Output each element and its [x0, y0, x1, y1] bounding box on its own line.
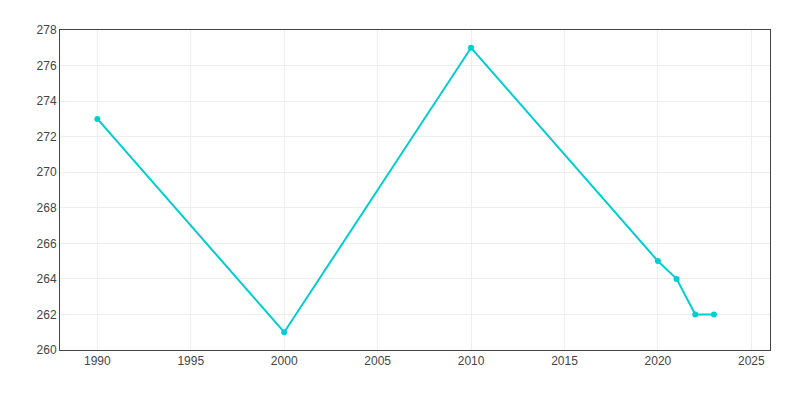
svg-text:2000: 2000 [271, 354, 298, 368]
svg-text:2005: 2005 [364, 354, 391, 368]
svg-text:272: 272 [37, 130, 57, 144]
svg-text:276: 276 [37, 59, 57, 73]
svg-text:270: 270 [37, 165, 57, 179]
svg-text:1990: 1990 [84, 354, 111, 368]
svg-text:2015: 2015 [551, 354, 578, 368]
svg-text:2025: 2025 [738, 354, 765, 368]
svg-text:268: 268 [37, 201, 57, 215]
svg-text:2020: 2020 [645, 354, 672, 368]
svg-text:266: 266 [37, 237, 57, 251]
svg-text:262: 262 [37, 308, 57, 322]
svg-text:260: 260 [37, 343, 57, 357]
svg-text:274: 274 [37, 94, 57, 108]
svg-text:1995: 1995 [177, 354, 204, 368]
svg-text:264: 264 [37, 272, 57, 286]
svg-text:2010: 2010 [458, 354, 485, 368]
svg-text:278: 278 [37, 23, 57, 37]
